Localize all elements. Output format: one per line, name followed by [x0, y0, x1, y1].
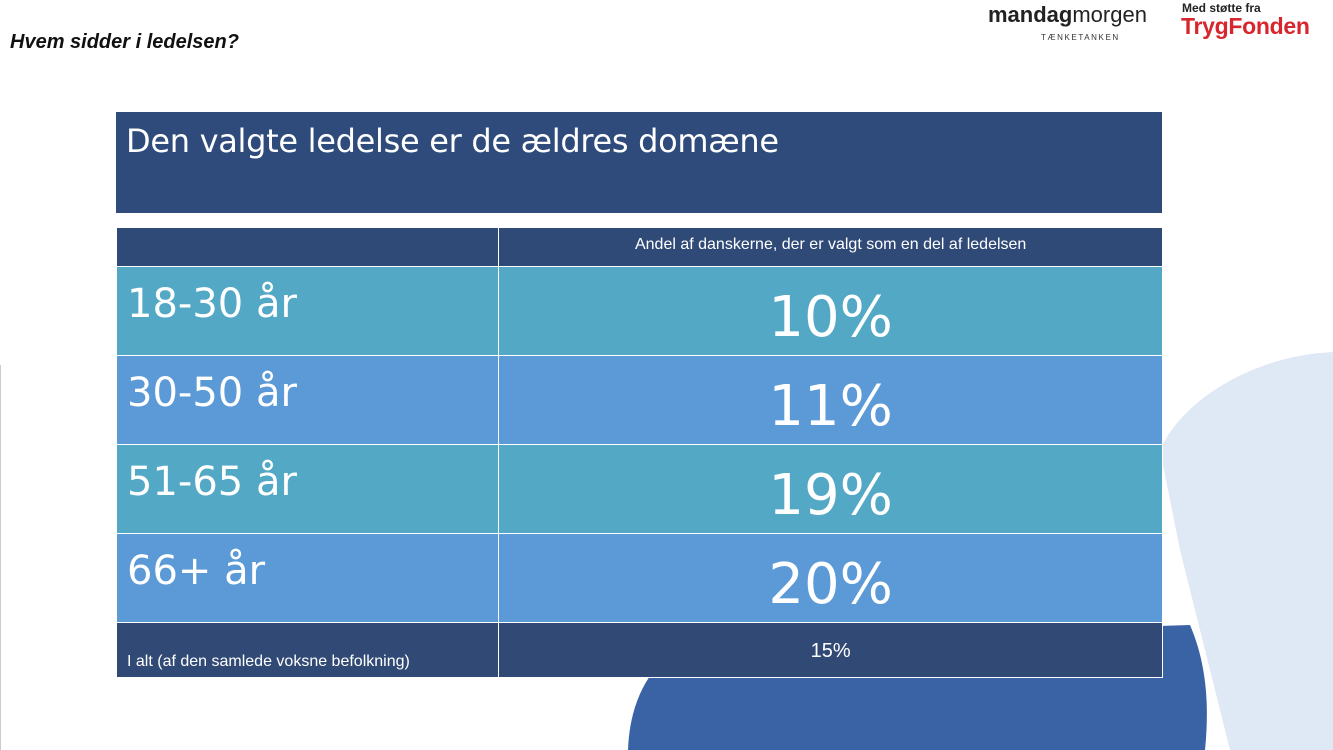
- table-row: 30-50 år 11%: [115, 355, 1163, 445]
- share-value: 20%: [498, 533, 1163, 623]
- table-header-row: Andel af danskerne, der er valgt som en …: [115, 227, 1163, 267]
- trygfonden-logo: Med støtte fra TrygFonden: [1181, 0, 1331, 44]
- mandagmorgen-logo: mandagmorgen TÆNKETANKEN: [988, 2, 1170, 46]
- table-row: 51-65 år 19%: [115, 444, 1163, 534]
- logo-word-light: morgen: [1072, 2, 1147, 27]
- total-row: I alt (af den samlede voksne befolkning)…: [115, 622, 1163, 678]
- age-group-label: 18-30 år: [115, 266, 500, 356]
- header-empty-cell: [115, 227, 500, 267]
- total-value: 15%: [498, 622, 1163, 678]
- share-value: 11%: [498, 355, 1163, 445]
- support-label: Med støtte fra: [1182, 1, 1261, 15]
- column-header: Andel af danskerne, der er valgt som en …: [498, 227, 1163, 267]
- age-group-label: 51-65 år: [115, 444, 500, 534]
- light-blue-blob: [1160, 352, 1333, 750]
- slide-title: Den valgte ledelse er de ældres domæne: [126, 122, 779, 160]
- share-value: 10%: [498, 266, 1163, 356]
- logo-subtitle: TÆNKETANKEN: [1041, 33, 1120, 42]
- title-banner: Den valgte ledelse er de ældres domæne: [116, 112, 1162, 213]
- logo-word-bold: mandag: [988, 2, 1073, 27]
- age-group-label: 30-50 år: [115, 355, 500, 445]
- trygfonden-name: TrygFonden: [1181, 13, 1310, 39]
- share-value: 19%: [498, 444, 1163, 534]
- total-label: I alt (af den samlede voksne befolkning): [115, 622, 500, 678]
- table-row: 18-30 år 10%: [115, 266, 1163, 356]
- age-group-label: 66+ år: [115, 533, 500, 623]
- age-share-table: Andel af danskerne, der er valgt som en …: [115, 227, 1163, 678]
- table-row: 66+ år 20%: [115, 533, 1163, 623]
- page-heading: Hvem sidder i ledelsen?: [10, 31, 239, 53]
